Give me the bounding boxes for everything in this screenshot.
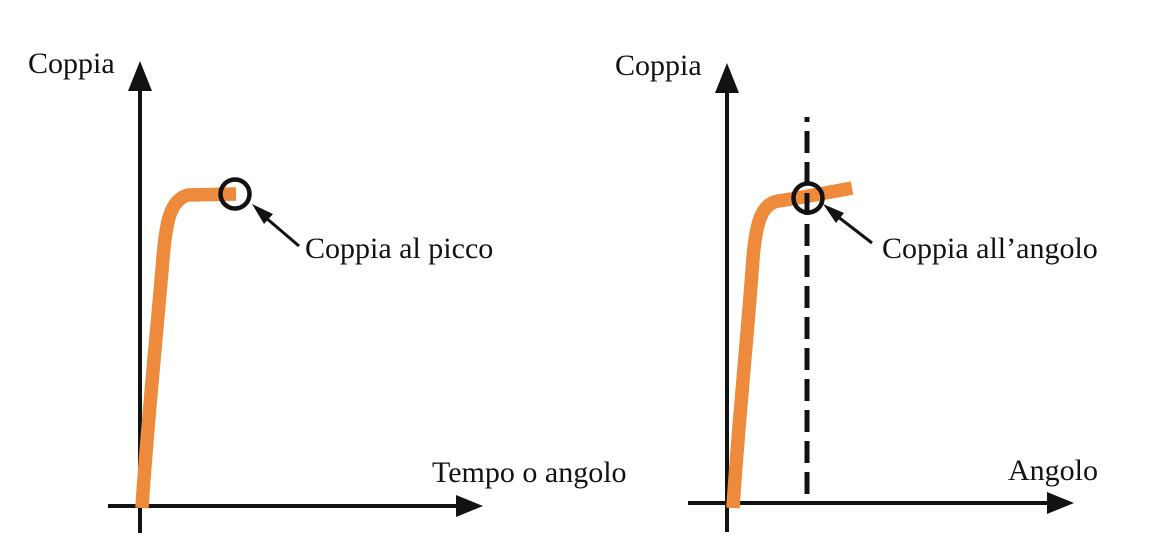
x-axis-arrowhead-icon [456, 495, 483, 517]
y-axis-arrowhead-icon [128, 61, 152, 91]
y-axis-label: Coppia [28, 47, 115, 80]
torque-curve [726, 181, 854, 509]
peak-annotation-label: Coppia al picco [305, 232, 493, 265]
x-axis-label: Angolo [1008, 454, 1098, 487]
annotation-arrow-line [836, 214, 873, 245]
torque-curve [135, 187, 237, 509]
annotation-arrow-line [264, 215, 300, 248]
angle-annotation-label: Coppia all’angolo [882, 232, 1098, 265]
annotation-arrowhead-icon [252, 204, 273, 224]
peak-marker-circle [218, 177, 252, 211]
chart-torque-at-angle: Coppia Angolo Coppia all’angolo [615, 49, 1098, 532]
y-axis-label: Coppia [615, 49, 702, 82]
x-axis-arrowhead-icon [1047, 492, 1074, 514]
x-axis-label: Tempo o angolo [432, 456, 627, 489]
angle-marker-circle [791, 181, 825, 215]
y-axis-arrowhead-icon [715, 63, 739, 93]
chart-torque-at-peak: Coppia Tempo o angolo Coppia al picco [28, 47, 627, 533]
annotation-arrowhead-icon [823, 204, 844, 223]
